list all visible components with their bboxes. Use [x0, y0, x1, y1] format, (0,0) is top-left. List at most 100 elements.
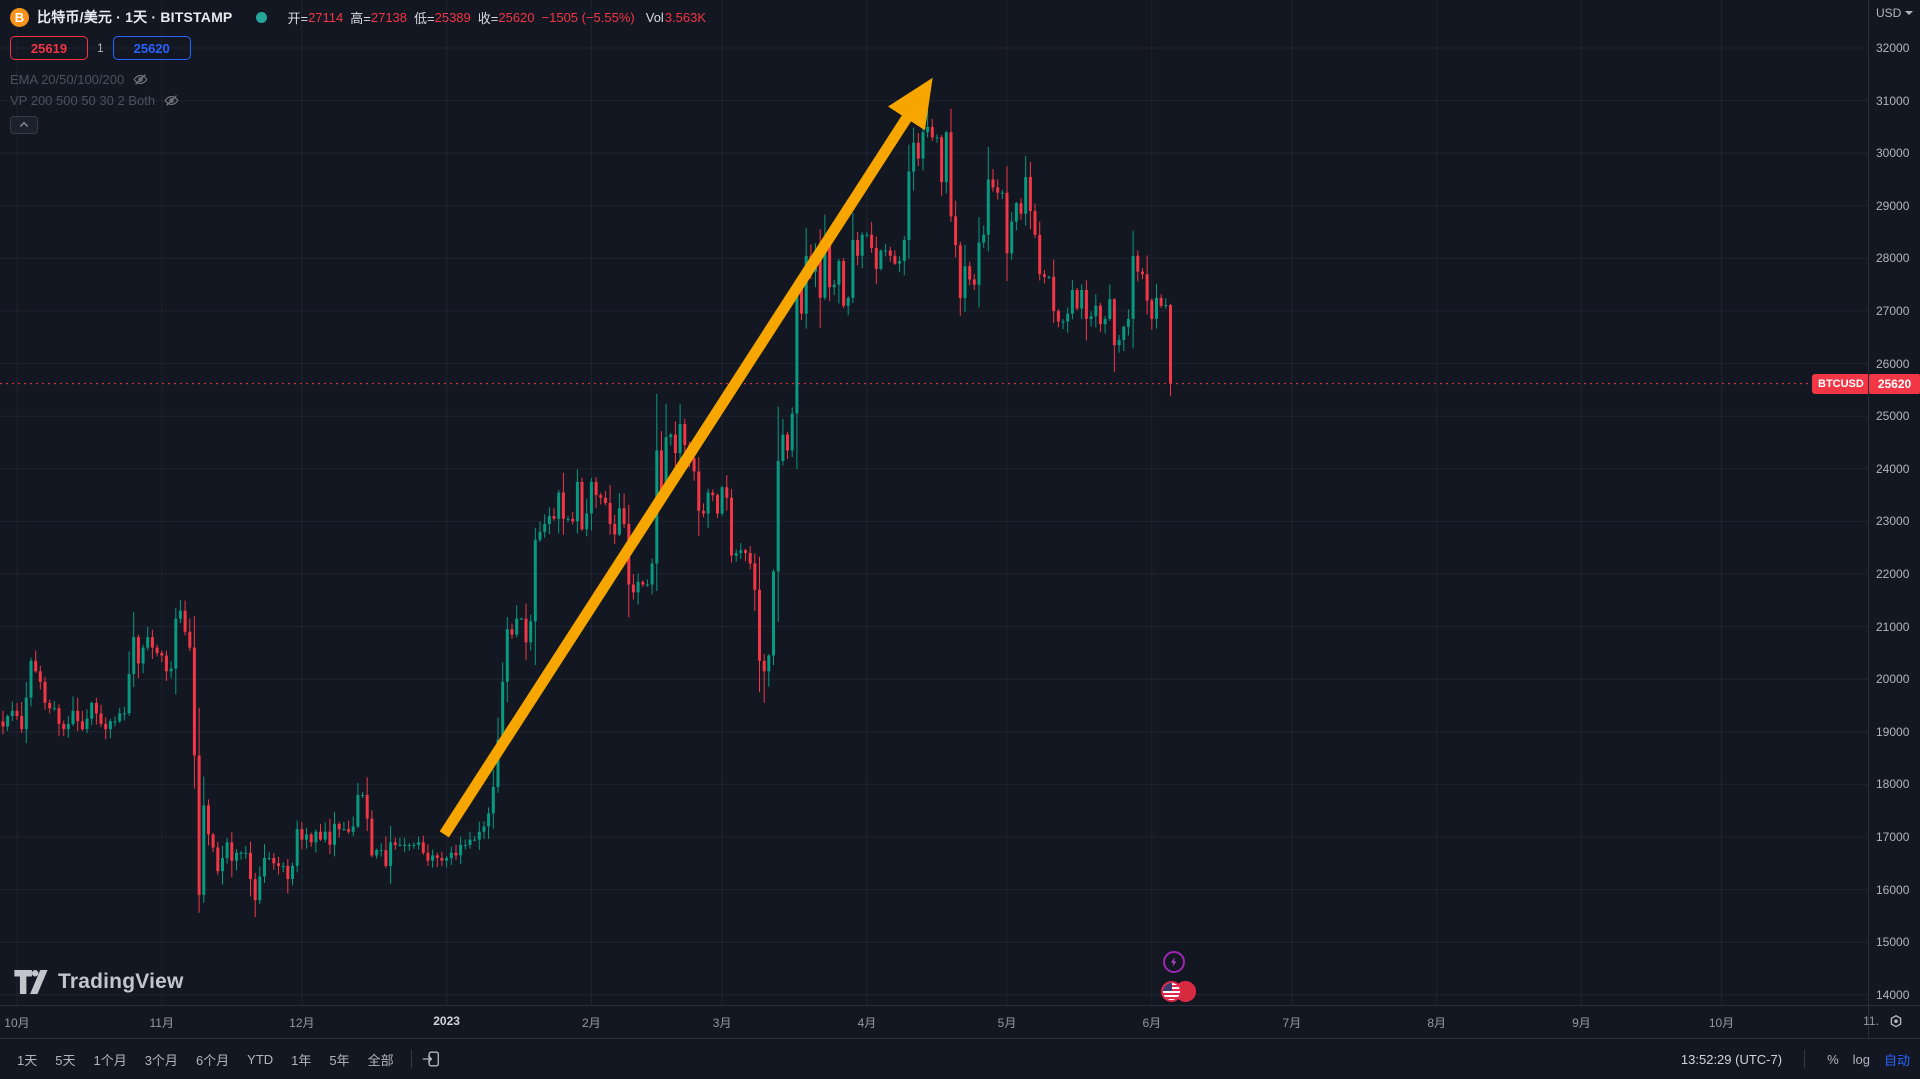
- toolbar-divider: [1804, 1050, 1806, 1068]
- price-tick-label: 30000: [1876, 146, 1910, 161]
- toolbar-divider: [410, 1050, 412, 1068]
- indicator-vp[interactable]: VP 200 500 50 30 2 Both: [10, 90, 706, 111]
- price-tick-label: 32000: [1876, 41, 1910, 55]
- eye-off-icon[interactable]: [163, 92, 180, 109]
- range-button-YTD[interactable]: YTD: [247, 1051, 274, 1067]
- watermark-text: TradingView: [58, 970, 184, 993]
- price-tick-label: 22000: [1876, 567, 1910, 581]
- price-axis-currency[interactable]: USD: [1876, 6, 1914, 20]
- high-label: 高=: [350, 10, 371, 26]
- range-button-5年[interactable]: 5年: [329, 1052, 350, 1068]
- time-tick-label: 2月: [582, 1016, 601, 1030]
- price-tick-label: 18000: [1876, 777, 1910, 792]
- pane-separator: [0, 1005, 1920, 1006]
- open-value: 27114: [308, 9, 344, 25]
- candlestick-series: [1, 98, 1172, 917]
- time-tick-label: 6月: [1142, 1016, 1162, 1030]
- price-tick-label: 23000: [1876, 514, 1910, 529]
- range-button-全部[interactable]: 全部: [367, 1052, 394, 1068]
- bottom-toolbar: 1天 5天 1个月 3个月 6个月 YTD 1年 5年 全部 13:52:29 (UTC-7) …: [0, 1039, 1920, 1079]
- indicator-vp-label: VP 200 500 50 30 2 Both: [10, 93, 156, 108]
- price-tick-label: 24000: [1876, 461, 1910, 476]
- close-value: 25620: [498, 9, 535, 25]
- high-value: 27138: [370, 9, 408, 25]
- eye-off-icon[interactable]: [132, 71, 149, 88]
- time-tick-label: 5月: [997, 1016, 1017, 1030]
- volume-value: 3.563K: [664, 9, 707, 25]
- price-tick-label: 17000: [1876, 830, 1910, 844]
- buy-button[interactable]: 25620: [112, 36, 191, 60]
- market-status-dot[interactable]: [256, 11, 268, 23]
- range-button-1天[interactable]: 1天: [17, 1052, 38, 1068]
- open-label: 开=: [287, 10, 309, 26]
- legend: B 比特币/美元 · 1天 · BITSTAMP 开= 27114 高= 27138…: [10, 6, 706, 134]
- low-label: 低=: [414, 10, 435, 26]
- close-label: 收=: [477, 10, 499, 26]
- tradingview-logo-icon: [14, 970, 48, 994]
- collapse-legend-button[interactable]: [10, 116, 38, 134]
- chevron-up-icon: [19, 121, 29, 128]
- price-tick-label: 29000: [1876, 198, 1910, 213]
- price-tick-label: 20000: [1876, 672, 1910, 687]
- gear-icon[interactable]: [1886, 1012, 1908, 1034]
- chevron-down-icon: [1905, 11, 1914, 15]
- time-tick-label: 9月: [1572, 1016, 1591, 1030]
- price-tick-label: 28000: [1876, 251, 1910, 266]
- time-axis[interactable]: 10月 11月 12月 2023 2月 3月 4月 5月 6月 7月 8月 9月 10月 11.: [0, 1006, 1920, 1038]
- tradingview-watermark: TradingView: [14, 970, 184, 994]
- change-value: −1505 (−5.55%): [541, 9, 635, 25]
- time-tick-label: 11.: [1863, 1014, 1879, 1028]
- time-tick-label: 3月: [712, 1016, 732, 1030]
- price-axis[interactable]: USD 14000 15000 16000 17000 18000 19000 20000 2…: [1869, 0, 1920, 1005]
- time-tick-label: 4月: [857, 1016, 877, 1030]
- range-button-3个月[interactable]: 3个月: [144, 1052, 178, 1068]
- price-tick-label: 26000: [1876, 356, 1910, 371]
- time-tick-label: 8月: [1427, 1016, 1446, 1030]
- range-button-5天[interactable]: 5天: [55, 1052, 76, 1068]
- time-tick-label: 12月: [289, 1016, 315, 1030]
- log-scale-button[interactable]: log: [1852, 1051, 1870, 1067]
- range-button-6个月[interactable]: 6个月: [195, 1052, 230, 1068]
- volume-label: Vol: [645, 9, 664, 25]
- price-tick-label: 27000: [1876, 304, 1910, 318]
- sell-button[interactable]: 25619: [10, 36, 88, 60]
- time-tick-label: 10月: [4, 1016, 30, 1030]
- range-button-1个月[interactable]: 1个月: [93, 1052, 127, 1068]
- low-value: 25389: [434, 9, 471, 25]
- toolbar-separator: [0, 1038, 1920, 1039]
- arrow-drawing[interactable]: [439, 77, 933, 838]
- go-to-date-button[interactable]: [420, 1048, 442, 1070]
- lightning-icon[interactable]: [1163, 951, 1185, 973]
- clock[interactable]: 13:52:29 (UTC-7): [1680, 1051, 1783, 1067]
- indicator-ema[interactable]: EMA 20/50/100/200: [10, 69, 706, 90]
- us-flag-icon[interactable]: [1161, 981, 1182, 1002]
- price-tick-label: 19000: [1876, 724, 1910, 739]
- spread-value: 1: [97, 41, 104, 55]
- time-tick-label: 11月: [149, 1016, 174, 1030]
- auto-scale-button[interactable]: 自动: [1883, 1052, 1910, 1068]
- price-tick-label: 21000: [1876, 619, 1910, 634]
- go-to-date-icon: [422, 1051, 439, 1067]
- horizontal-gridlines: [0, 47, 1868, 996]
- range-button-1年[interactable]: 1年: [291, 1052, 312, 1068]
- time-tick-label: 10月: [1708, 1016, 1735, 1030]
- symbol-title[interactable]: 比特币/美元 · 1天 · BITSTAMP: [37, 9, 233, 25]
- indicator-ema-label: EMA 20/50/100/200: [10, 72, 125, 87]
- price-tick-label: 31000: [1876, 93, 1910, 108]
- event-markers: [1161, 951, 1197, 1005]
- symbol-price-tag: BTCUSD: [1812, 373, 1868, 394]
- date-range-buttons: 1天 5天 1个月 3个月 6个月 YTD 1年 5年 全部: [8, 1045, 403, 1074]
- price-tick-label: 15000: [1876, 935, 1910, 950]
- time-tick-label: 2023: [433, 1014, 460, 1028]
- axis-separator: [1868, 0, 1869, 1038]
- last-price-tag: 25620: [1869, 373, 1920, 394]
- price-tick-label: 25000: [1876, 409, 1910, 424]
- price-tick-label: 16000: [1876, 882, 1910, 897]
- price-tick-label: 14000: [1876, 987, 1910, 1002]
- ohlc-values: 开= 27114 高= 27138 低= 25389 收= 25620 −1505 (−…: [287, 8, 706, 27]
- percent-scale-button[interactable]: %: [1827, 1051, 1839, 1067]
- time-tick-label: 7月: [1282, 1016, 1302, 1030]
- candlestick-chart: [0, 0, 1868, 1005]
- chart-pane[interactable]: B 比特币/美元 · 1天 · BITSTAMP 开= 27114 高= 27138…: [0, 0, 1868, 1005]
- bitcoin-icon: B: [10, 7, 29, 27]
